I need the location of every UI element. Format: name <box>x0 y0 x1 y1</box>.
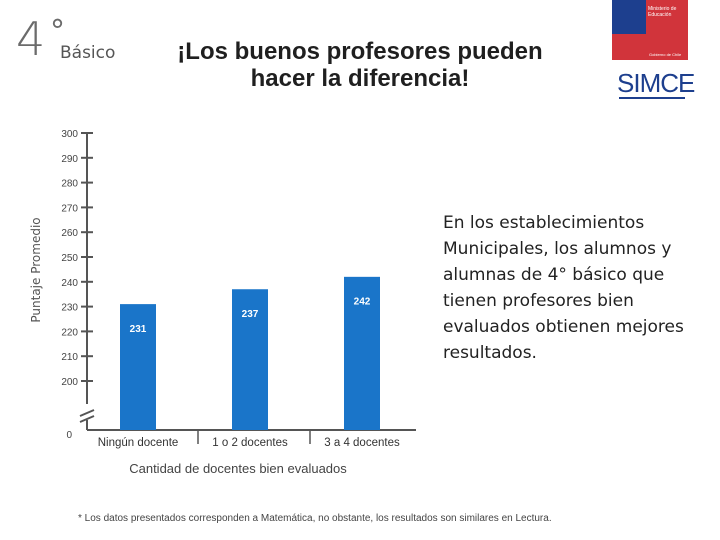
y-tick-label: 210 <box>61 352 78 363</box>
grade-badge: 4 ° Básico <box>16 12 146 68</box>
x-axis-title: Cantidad de docentes bien evaluados <box>129 461 347 476</box>
y-tick-label: 220 <box>61 327 78 338</box>
footnote: * Los datos presentados corresponden a M… <box>78 513 552 524</box>
y-tick-label: 240 <box>61 278 78 289</box>
description-text: En los establecimientos Municipales, los… <box>443 213 684 363</box>
y-tick-label: 270 <box>61 203 78 214</box>
x-tick-label-1: Ningún docente <box>98 437 179 449</box>
ministry-text: Ministerio de Educación <box>648 6 677 18</box>
x-tick-label-2: 1 o 2 docentes <box>212 437 288 449</box>
grade-label: Básico <box>60 43 116 63</box>
y-axis-title: Puntaje Promedio <box>29 217 43 322</box>
y-tick-label: 290 <box>61 154 78 165</box>
y-tick-label: 200 <box>61 377 78 388</box>
government-text: Gobierno de Chile <box>649 52 682 57</box>
y-tick-label: 300 <box>61 129 78 140</box>
simce-logo: SIMCE <box>617 68 695 98</box>
bar-2 <box>232 289 268 430</box>
logo-red-panel <box>646 0 688 60</box>
ministry-logo: Ministerio de Educación Gobierno de Chil… <box>612 0 688 70</box>
grade-number: 4 <box>16 12 46 66</box>
bar-1 <box>120 304 156 430</box>
title-line-1: ¡Los buenos profesores pueden <box>177 38 543 65</box>
logo-blue-square <box>612 0 646 34</box>
data-label-1: 231 <box>130 324 147 335</box>
page-title: ¡Los buenos profesores pueden hacer la d… <box>140 38 580 92</box>
grade-degree: ° <box>50 14 65 49</box>
data-label-3: 242 <box>354 297 371 308</box>
data-label-2: 237 <box>242 309 259 320</box>
x-tick-label-3: 3 a 4 docentes <box>324 437 400 449</box>
y-tick-label: 250 <box>61 253 78 264</box>
axis-break-mark-2 <box>79 415 95 423</box>
simce-underline <box>619 97 685 99</box>
y-tick-label: 280 <box>61 179 78 190</box>
logo-red-strip <box>612 34 646 60</box>
y-tick-label: 260 <box>61 228 78 239</box>
title-line-2: hacer la diferencia! <box>250 65 470 92</box>
axis-break-mark <box>79 409 95 417</box>
y-tick-label: 230 <box>61 303 78 314</box>
bar-3 <box>344 276 380 430</box>
y-break-label: 0 <box>66 430 72 441</box>
